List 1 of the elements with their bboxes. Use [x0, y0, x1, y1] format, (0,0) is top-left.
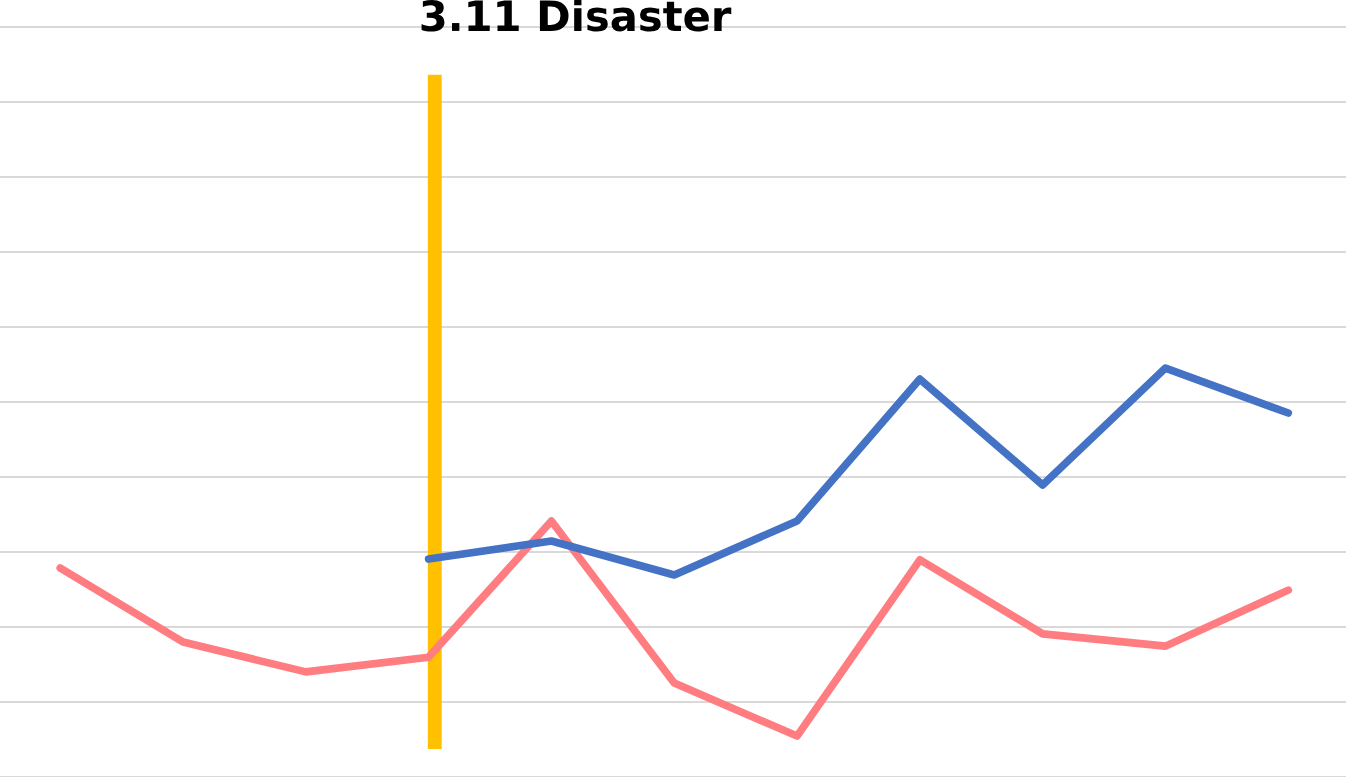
text: 3.11 Disaster: [421, 0, 732, 32]
